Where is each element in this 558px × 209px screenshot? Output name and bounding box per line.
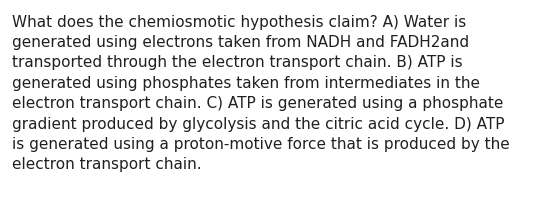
Text: What does the chemiosmotic hypothesis claim? A) Water is
generated using electro: What does the chemiosmotic hypothesis cl… bbox=[12, 15, 510, 172]
